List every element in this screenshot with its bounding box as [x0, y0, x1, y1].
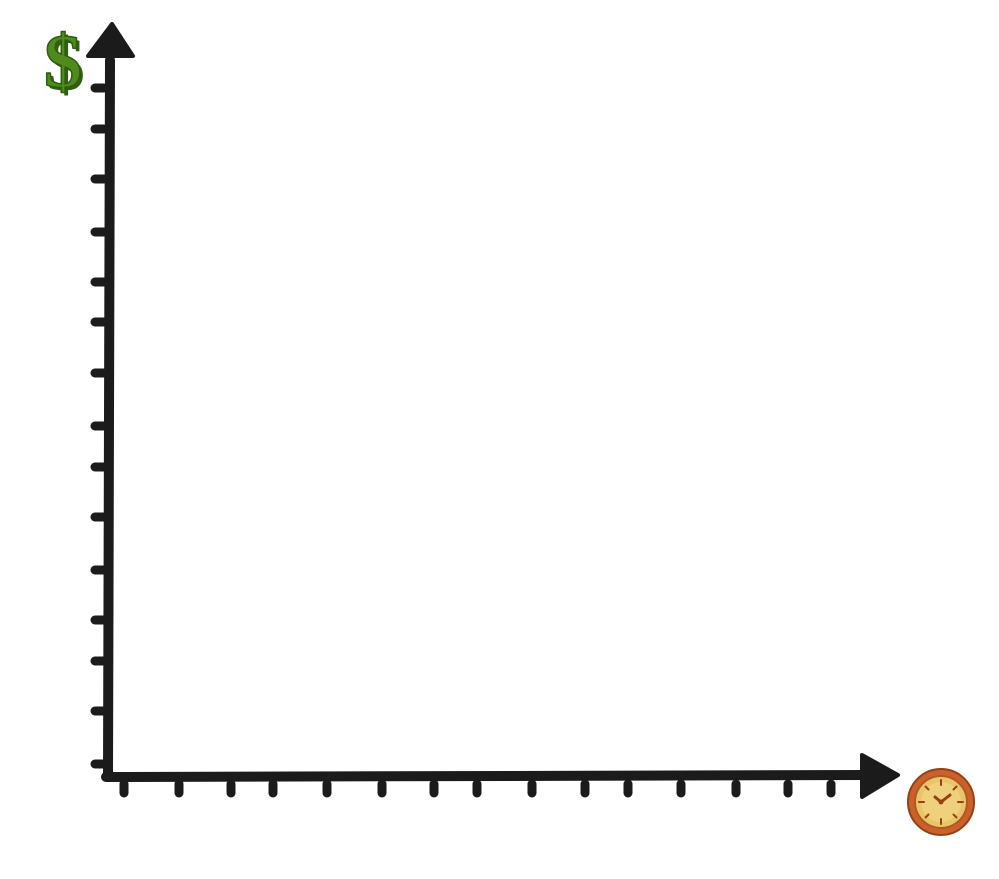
y-axis-ticks — [90, 83, 109, 769]
dollar-sign-glyph: $ — [44, 20, 82, 104]
clock-icon — [907, 768, 975, 836]
x-axis-line — [101, 770, 871, 782]
dollar-sign-shadow: $ — [47, 23, 85, 107]
x-axis-arrowhead — [860, 753, 900, 799]
dollar-sign-icon: $ $ — [43, 19, 85, 107]
y-axis-arrowhead — [86, 22, 135, 58]
x-axis-ticks — [119, 779, 836, 798]
y-axis-line — [103, 55, 115, 781]
